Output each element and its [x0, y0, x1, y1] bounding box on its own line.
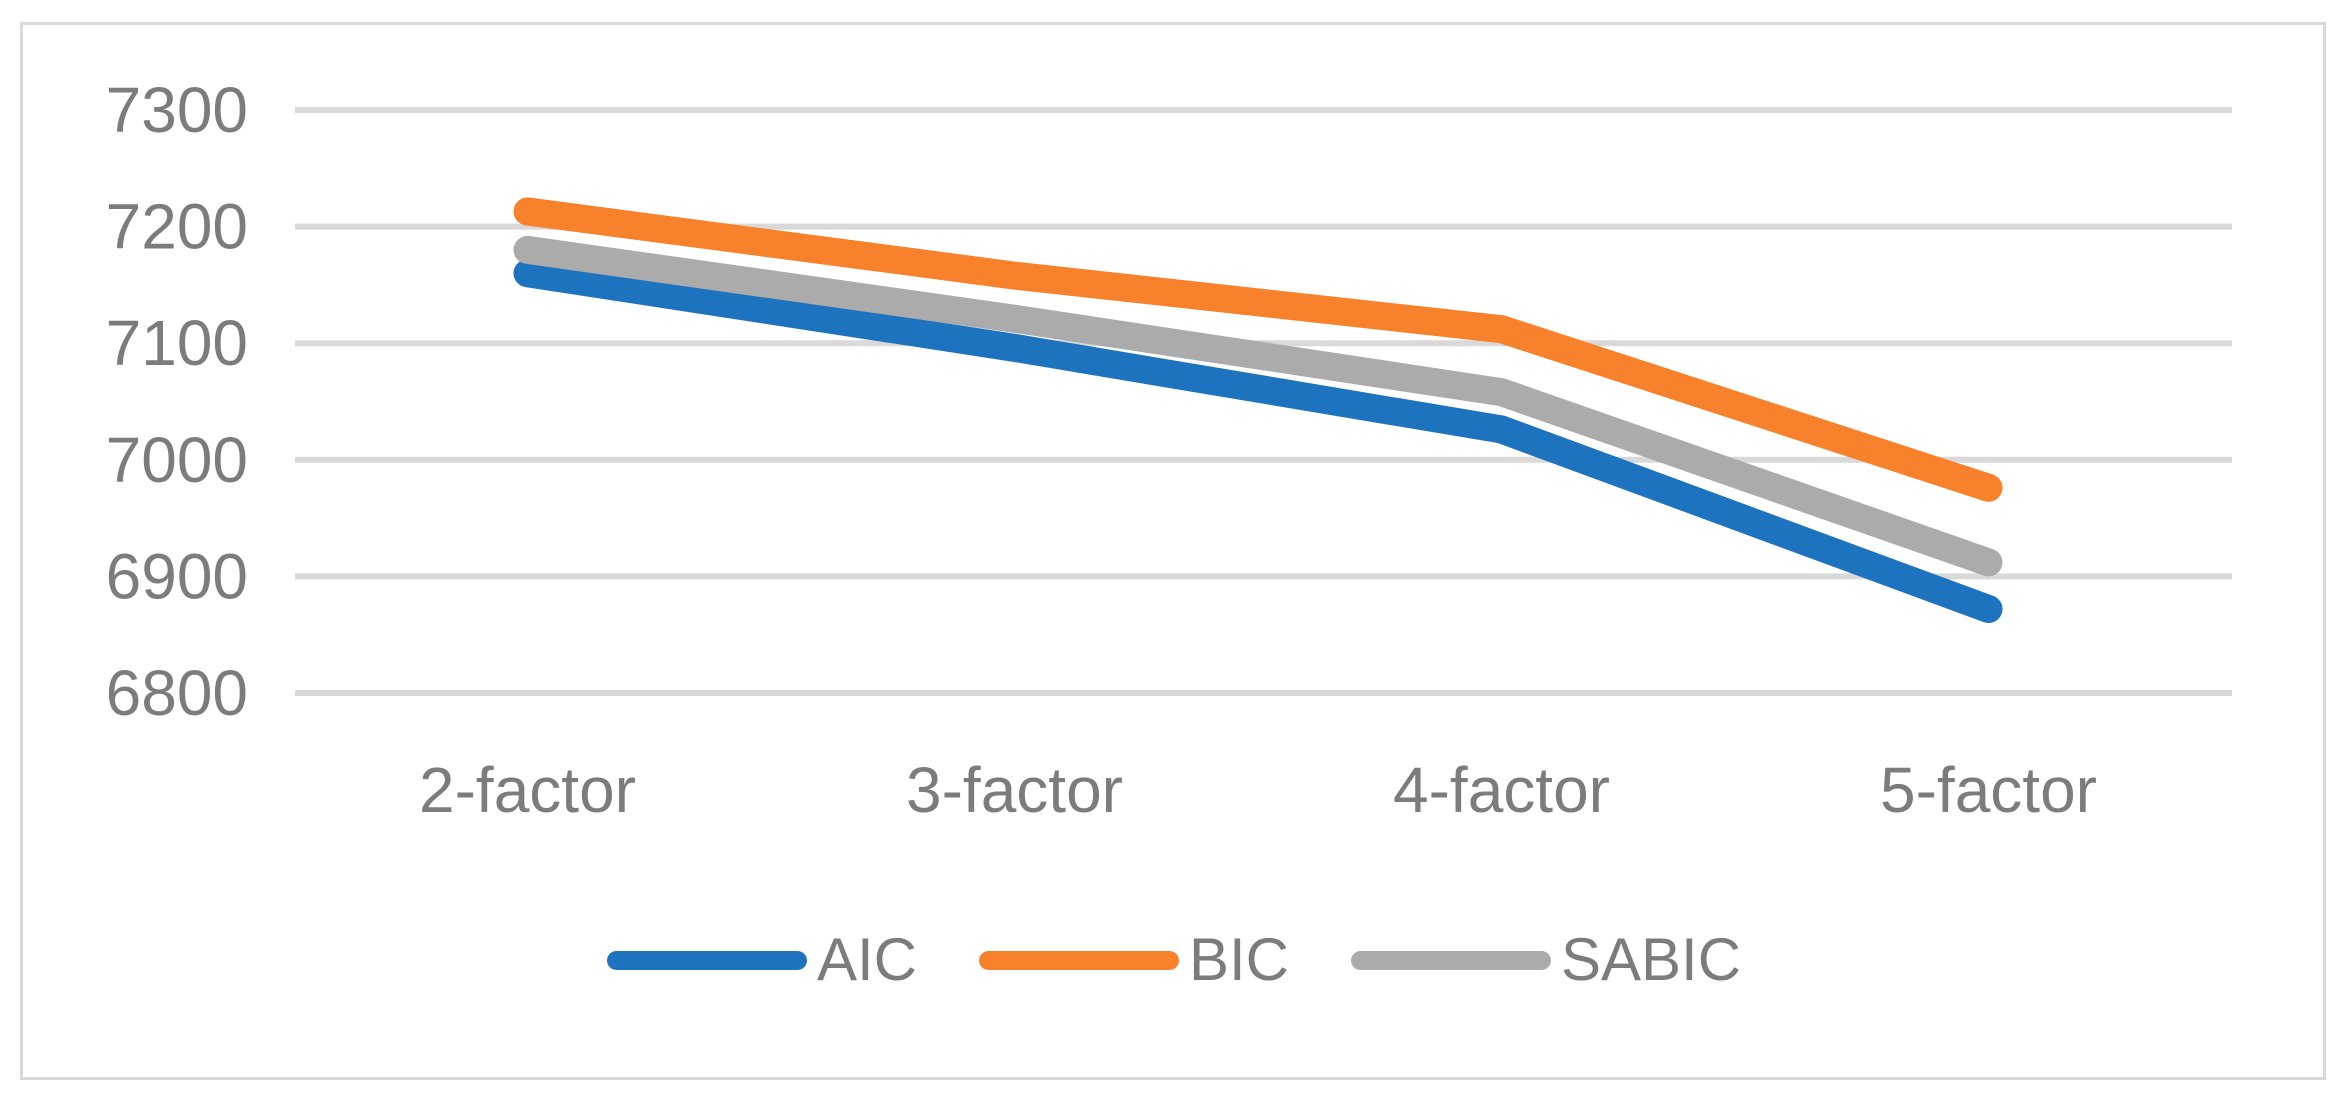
legend-label-bic: BIC [1188, 926, 1289, 993]
x-category-label: 2-factor [419, 754, 636, 826]
legend-dash-sabic [1351, 950, 1551, 970]
series-line-sabic [513, 235, 2003, 577]
y-tick-label: 7000 [106, 424, 248, 496]
legend-label-sabic: SABIC [1561, 926, 1742, 993]
legend: AIC BIC SABIC [0, 922, 2348, 998]
y-tick-label: 7200 [106, 191, 248, 263]
series-line-aic [513, 259, 2003, 624]
series-line-bic [513, 197, 2003, 502]
legend-item-bic: BIC [978, 926, 1289, 993]
legend-dash-aic [606, 950, 807, 970]
y-tick-label: 6800 [106, 657, 248, 729]
legend-item-aic: AIC [606, 926, 917, 993]
y-tick-label: 6900 [106, 540, 248, 612]
y-tick-label: 7300 [106, 74, 248, 146]
y-tick-label: 7100 [106, 307, 248, 379]
legend-label-aic: AIC [816, 926, 917, 993]
legend-item-sabic: SABIC [1351, 930, 1741, 990]
x-category-label: 5-factor [1880, 754, 2097, 826]
x-category-label: 4-factor [1393, 754, 1610, 826]
x-category-label: 3-factor [906, 754, 1123, 826]
legend-dash-bic [978, 950, 1179, 970]
